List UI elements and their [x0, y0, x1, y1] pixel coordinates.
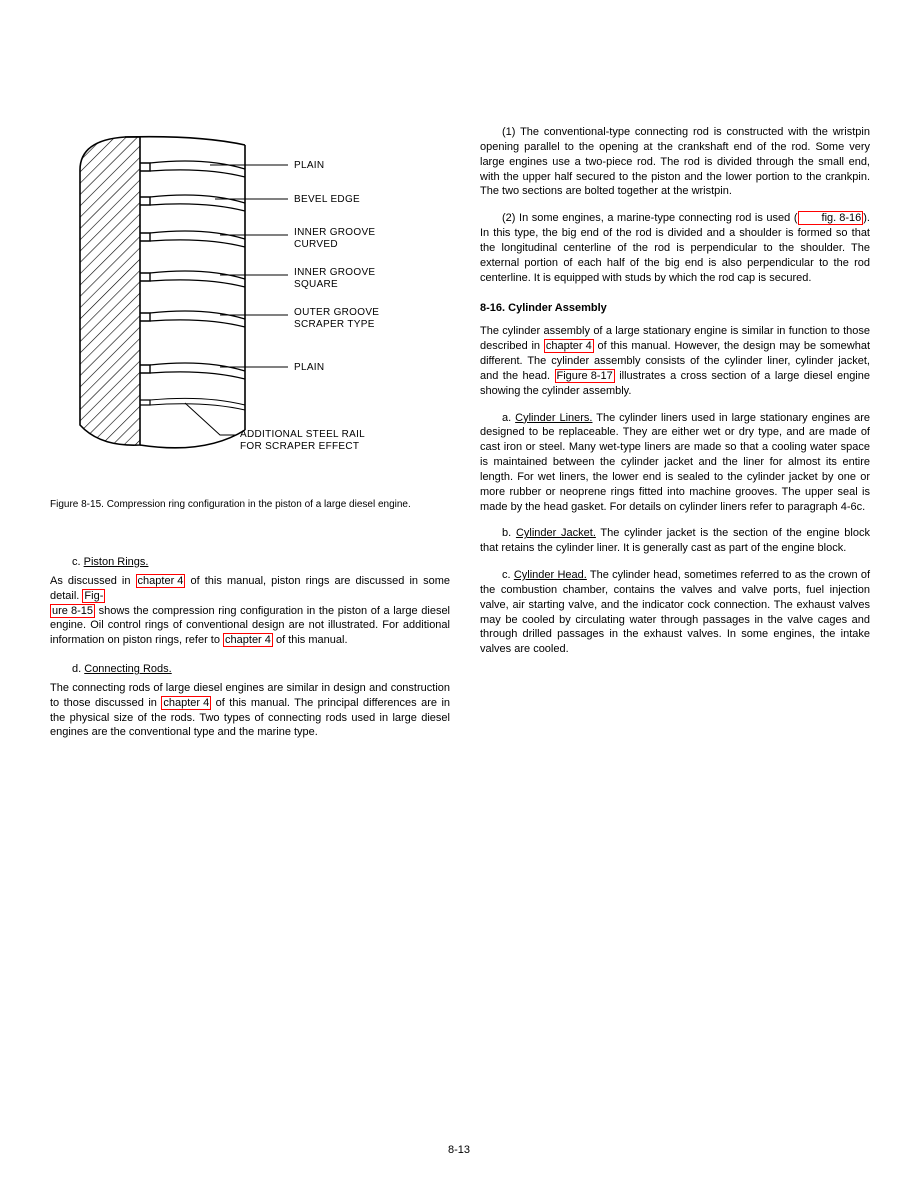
fig-label-outer-scraper-b: SCRAPER TYPE: [294, 319, 375, 330]
link-fig-8-15-b[interactable]: ure 8-15: [50, 604, 95, 618]
fig-label-outer-scraper-a: OUTER GROOVE: [294, 307, 379, 318]
right-p3: The cylinder assembly of a large station…: [480, 324, 870, 398]
link-fig-8-16[interactable]: fig. 8-16: [798, 211, 864, 225]
right-p1-num: (1): [502, 126, 515, 138]
right-p5-num: b.: [502, 527, 511, 539]
section-c-piston-rings: c. Piston Rings.: [50, 555, 450, 570]
left-column: c. Piston Rings. As discussed in chapter…: [50, 555, 450, 740]
fig-label-inner-curved-a: INNER GROOVE: [294, 227, 375, 238]
right-p2-num: (2): [502, 212, 515, 224]
right-p6-text: The cylinder head, sometimes referred to…: [480, 569, 870, 655]
right-p6-heading: Cylinder Head.: [514, 569, 587, 581]
fig-label-inner-curved-b: CURVED: [294, 239, 338, 250]
link-chapter-4-a[interactable]: chapter 4: [136, 574, 186, 588]
figure-8-15: PLAIN BEVEL EDGE INNER GROOVE CURVED INN…: [70, 125, 430, 475]
right-p6-num: c.: [502, 569, 511, 581]
section-c-num: c.: [72, 556, 81, 568]
page-number: 8-13: [0, 1143, 918, 1158]
link-chapter-4-c[interactable]: chapter 4: [161, 696, 211, 710]
fig-label-inner-square-b: SQUARE: [294, 279, 338, 290]
fig-label-steel-rail-a: ADDITIONAL STEEL RAIL: [240, 429, 365, 440]
section-8-16-heading: 8-16. Cylinder Assembly: [480, 301, 870, 316]
right-p6: c. Cylinder Head. The cylinder head, som…: [480, 568, 870, 657]
right-p1: (1) The conventional-type connecting rod…: [480, 125, 870, 199]
fig-label-steel-rail-b: FOR SCRAPER EFFECT: [240, 441, 359, 452]
fig-label-bevel: BEVEL EDGE: [294, 194, 360, 205]
right-column: (1) The conventional-type connecting rod…: [480, 125, 870, 657]
left-p1a: As discussed in: [50, 575, 130, 587]
section-d-connecting-rods: d. Connecting Rods.: [50, 662, 450, 677]
right-p1-text: The conventional-type connecting rod is …: [480, 126, 870, 197]
section-d-num: d.: [72, 663, 81, 675]
left-p2: The connecting rods of large diesel engi…: [50, 681, 450, 740]
right-p2a: In some engines, a marine-type connectin…: [515, 212, 797, 224]
figure-caption: Figure 8-15. Compression ring configurat…: [50, 498, 450, 512]
right-p4-text: The cylinder liners used in large statio…: [480, 412, 870, 513]
right-p4: a. Cylinder Liners. The cylinder liners …: [480, 411, 870, 515]
page: PLAIN BEVEL EDGE INNER GROOVE CURVED INN…: [0, 0, 918, 1188]
figure-svg: PLAIN BEVEL EDGE INNER GROOVE CURVED INN…: [70, 125, 430, 475]
right-p4-heading: Cylinder Liners.: [515, 412, 592, 424]
link-chapter-4-d[interactable]: chapter 4: [544, 339, 594, 353]
link-fig-8-15-a[interactable]: Fig-: [82, 589, 105, 603]
fig-label-plain-1: PLAIN: [294, 160, 324, 171]
left-p1d: of this manual.: [273, 634, 348, 646]
left-p1: As discussed in chapter 4 of this manual…: [50, 574, 450, 648]
fig-label-plain-2: PLAIN: [294, 362, 324, 373]
right-p5-heading: Cylinder Jacket.: [516, 527, 596, 539]
link-chapter-4-b[interactable]: chapter 4: [223, 633, 273, 647]
right-p5: b. Cylinder Jacket. The cylinder jacket …: [480, 526, 870, 556]
fig-label-inner-square-a: INNER GROOVE: [294, 267, 375, 278]
right-p2: (2) In some engines, a marine-type conne…: [480, 211, 870, 285]
section-c-heading: Piston Rings.: [84, 556, 149, 568]
right-p4-num: a.: [502, 412, 511, 424]
section-d-heading: Connecting Rods.: [84, 663, 171, 675]
link-fig-8-17[interactable]: Figure 8-17: [555, 369, 615, 383]
